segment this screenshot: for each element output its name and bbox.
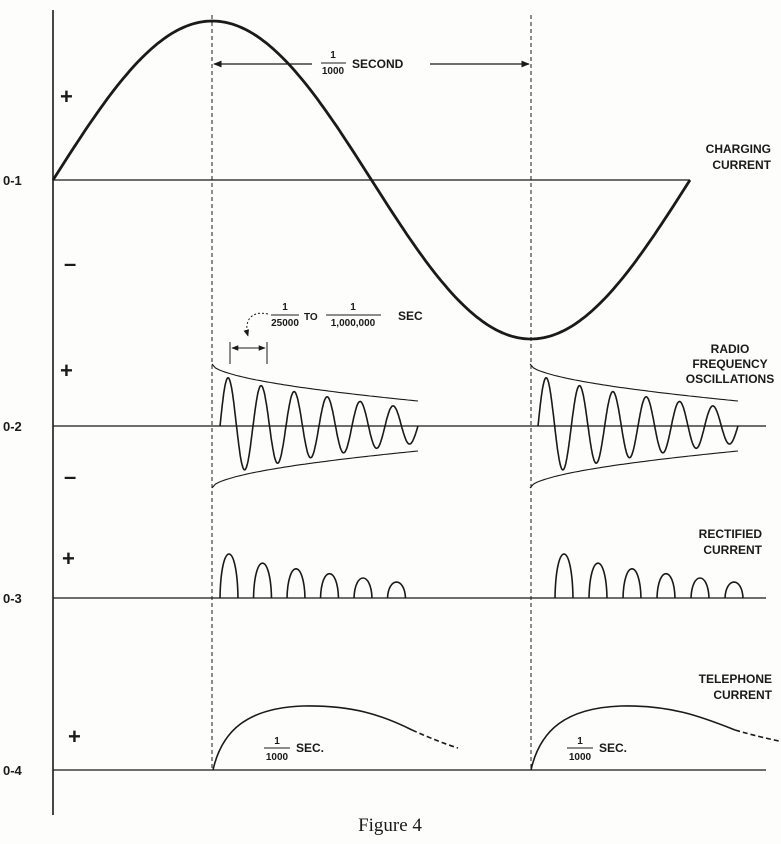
radio-frequency-traces — [211, 363, 739, 489]
oscillation-to-denominator: 1,000,000 — [331, 318, 376, 329]
rectified-pulse-2-5 — [690, 577, 710, 599]
oscillation-from-denominator: 25000 — [271, 318, 299, 329]
telephone-2-unit: SEC. — [599, 741, 627, 755]
rectified-pulse-1-1 — [219, 553, 239, 599]
rectified-current-label-line-2: CURRENT — [703, 543, 762, 557]
telephone-pulse-2 — [530, 705, 736, 771]
axis-label-0-4: 0-4 — [3, 763, 23, 778]
rf-envelope-lower-1 — [211, 450, 419, 489]
rf-envelope-upper-1 — [211, 363, 419, 402]
rectified-pulse-2-6 — [724, 581, 744, 599]
minus-sign-1: – — [64, 251, 76, 276]
telephone-current-label-line-2: CURRENT — [713, 688, 772, 702]
telephone-current-panel: 0-4 + TELEPHONE CURRENT 1 1000 SEC. 1 10… — [3, 672, 780, 778]
rectified-pulse-2-2 — [588, 562, 608, 599]
telephone-pulse-1 — [212, 705, 413, 771]
telephone-annotation-1: 1 1000 SEC. — [264, 736, 324, 763]
axis-label-0-2: 0-2 — [3, 419, 22, 434]
period-annotation: 1 1000 SECOND — [213, 50, 530, 77]
radio-frequency-label-line-2: FREQUENCY — [692, 357, 767, 371]
rectified-pulses — [219, 553, 744, 599]
radio-frequency-label-line-3: OSCILLATIONS — [686, 372, 774, 386]
radio-frequency-label-line-1: RADIO — [711, 342, 750, 356]
rectified-pulse-2-1 — [554, 553, 574, 599]
telephone-1-denominator: 1000 — [266, 752, 289, 763]
charging-current-label-line-2: CURRENT — [712, 158, 771, 172]
rectified-pulse-1-2 — [252, 562, 273, 599]
minus-sign-2: – — [64, 464, 76, 489]
oscillation-from-numerator: 1 — [282, 302, 288, 313]
rectified-pulse-1-5 — [353, 577, 373, 599]
rectified-pulse-2-3 — [622, 568, 642, 599]
period-numerator: 1 — [330, 50, 336, 61]
charging-current-panel: 0-1 + – CHARGING CURRENT 1 1000 SECOND — [3, 19, 772, 341]
telephone-annotation-2: 1 1000 SEC. — [567, 736, 627, 763]
charging-current-wave — [51, 19, 692, 341]
rf-oscillation-train-1 — [219, 376, 419, 471]
plus-sign-2: + — [60, 358, 73, 383]
oscillation-unit: SEC — [398, 309, 423, 323]
rectified-current-label-line-1: RECTIFIED — [699, 527, 763, 541]
charging-current-label-line-1: CHARGING — [706, 142, 771, 156]
telephone-1-unit: SEC. — [296, 741, 324, 755]
rectified-current-panel: 0-3 + RECTIFIED CURRENT — [3, 527, 766, 606]
rf-envelope-upper-2 — [529, 363, 739, 402]
axis-label-0-1: 0-1 — [3, 173, 22, 188]
rf-envelope-lower-2 — [529, 450, 739, 489]
oscillation-to-numerator: 1 — [350, 302, 356, 313]
period-denominator: 1000 — [322, 66, 345, 77]
telephone-1-numerator: 1 — [274, 736, 280, 747]
telephone-2-denominator: 1000 — [569, 752, 592, 763]
rectified-pulse-1-3 — [286, 568, 306, 599]
radio-frequency-panel: 0-2 + – RADIO FREQUENCY OSCILLATIONS 1 2… — [3, 302, 774, 489]
plus-sign-3: + — [62, 546, 75, 571]
rectified-pulse-1-6 — [386, 581, 407, 599]
period-unit: SECOND — [352, 57, 404, 71]
figure-caption: Figure 4 — [358, 815, 422, 836]
oscillation-period-annotation: 1 25000 TO 1 1,000,000 SEC — [229, 302, 423, 364]
oscillation-leader-arrow — [243, 312, 269, 337]
telephone-current-label-line-1: TELEPHONE — [699, 672, 772, 686]
rf-oscillation-train-2 — [537, 376, 739, 471]
telephone-pulse-2-tail — [734, 729, 780, 742]
telephone-2-numerator: 1 — [577, 736, 583, 747]
oscillation-to-word: TO — [304, 312, 318, 323]
rectified-pulse-1-4 — [319, 573, 340, 599]
rectified-pulse-2-4 — [656, 573, 676, 599]
plus-sign-1: + — [60, 84, 73, 109]
axis-label-0-3: 0-3 — [3, 591, 22, 606]
telephone-pulse-1-tail — [411, 729, 459, 749]
plus-sign-4: + — [68, 724, 81, 749]
